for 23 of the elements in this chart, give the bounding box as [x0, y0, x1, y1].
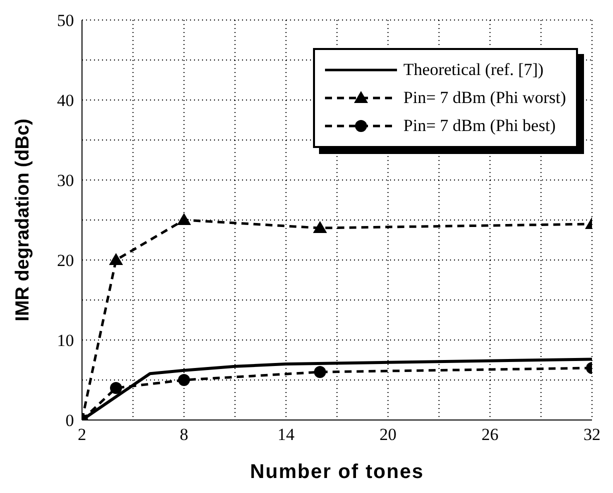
x-tick-label: 26: [482, 425, 498, 444]
point: [314, 366, 326, 378]
point: [110, 382, 122, 394]
point: [313, 221, 327, 233]
x-tick-label: 8: [180, 425, 188, 444]
x-tick-label: 14: [278, 425, 295, 444]
y-tick-label: 50: [57, 11, 74, 30]
x-tick-label: 20: [380, 425, 396, 444]
y-tick-label: 30: [57, 171, 74, 190]
legend-label: Theoretical (ref. [7]): [403, 60, 544, 80]
y-tick-label: 0: [66, 411, 74, 430]
point: [109, 253, 123, 265]
y-tick-label: 10: [57, 331, 74, 350]
y-tick-label: 20: [57, 251, 74, 270]
x-tick-label: 2: [78, 425, 86, 444]
x-tick-label: 32: [584, 425, 600, 444]
point: [177, 213, 191, 225]
point: [178, 374, 190, 386]
y-axis-title: IMR degradation (dBc): [12, 118, 34, 322]
legend-label: Pin= 7 dBm (Phi best): [403, 116, 556, 136]
legend-label: Pin= 7 dBm (Phi worst): [403, 88, 566, 108]
x-axis-title: Number of tones: [250, 461, 424, 483]
y-tick-label: 40: [57, 91, 74, 110]
